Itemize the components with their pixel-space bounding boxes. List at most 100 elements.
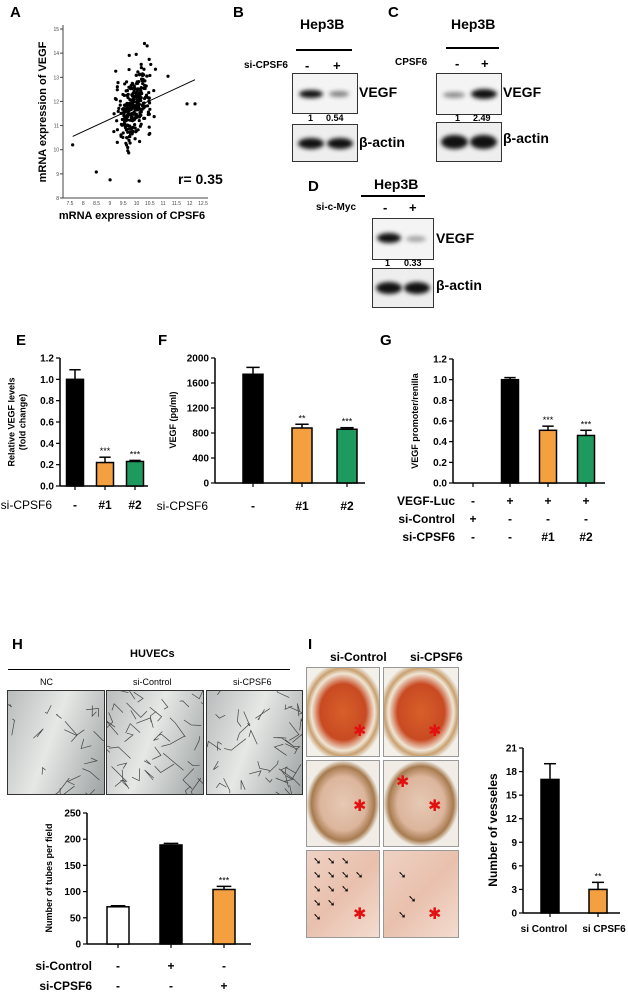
cam-image: ✱ [306,760,380,847]
x-tick-label: 11 [160,201,165,207]
treatment-label: CPSF6 [395,57,428,68]
data-point [116,109,120,113]
data-point [115,85,119,89]
bar [538,429,558,484]
divider [296,49,352,51]
x-tick-label: 8 [82,201,85,207]
divider [8,669,290,670]
y-tick-label: 12 [53,99,59,105]
data-point [125,114,129,118]
cell-line-label: Hep3B [451,16,496,32]
divider [361,195,425,197]
data-point [139,110,143,114]
target-label: VEGF [503,84,542,100]
data-point [127,151,131,155]
data-point [138,87,142,92]
y-tick-label: 2000 [187,354,210,365]
data-point [108,178,112,182]
data-point [131,129,135,134]
data-point [132,89,136,93]
condition-label: - [508,512,512,526]
condition-label: #1 [541,530,555,544]
arrow-icon: ➘ [408,894,417,905]
arrow-icon: ➘ [398,870,407,881]
data-point [143,86,147,91]
bar [291,427,313,484]
image-label: si-Control [133,677,172,687]
data-point [135,93,139,97]
data-point [134,130,138,134]
arrow-icon: ➘ [398,910,407,921]
bar [125,460,145,487]
row-label: si-CPSF6 [402,530,455,544]
y-tick-label: 0.2 [40,460,54,471]
bar [576,434,596,484]
data-point [148,131,152,136]
huvecs-title: HUVECs [130,648,175,660]
data-point [145,104,150,108]
data-point [147,91,151,95]
data-point [118,99,122,103]
y-tick-label: 8 [56,196,59,202]
data-point [135,89,139,93]
data-point [152,115,156,119]
data-point [134,73,138,77]
cam-image: ✱ [383,667,459,757]
y-axis-label: Number of vesseles [486,773,500,887]
y-tick-label: 0.4 [433,437,447,448]
data-point [122,93,126,98]
data-point [137,139,142,144]
data-point [115,88,119,92]
y-tick-label: 0.8 [433,396,447,407]
treatment-label: si-CPSF6 [244,60,288,71]
data-point [135,98,139,102]
cam-image: ✱ ✱ [383,760,459,847]
data-point [142,41,147,46]
data-point [141,82,145,86]
bar [336,428,358,484]
row-label: si-Control [35,959,92,973]
data-point [114,69,118,73]
y-tick-label: 0 [511,909,517,920]
condition-label: - [73,498,77,512]
data-point [193,102,197,106]
significance-label: *** [100,446,111,456]
data-point [115,140,119,144]
data-point [134,107,138,111]
star-marker-icon: ✱ [353,906,367,923]
star-marker-icon: ✱ [428,723,442,740]
image-label: si-CPSF6 [233,677,272,687]
arrow-icon: ➘ [313,884,322,895]
data-point [94,170,98,174]
data-point [127,134,132,138]
data-point [130,86,134,91]
control-label: β-actin [503,130,549,146]
panel-label-h: H [12,636,23,653]
data-point [125,88,130,93]
x-tick-label: 7.5 [67,201,74,207]
actin-blot [372,268,434,308]
quant-value: 1 [455,113,461,123]
y-tick-label: 0.0 [433,479,447,490]
data-point [131,100,136,104]
data-point [139,107,143,111]
y-tick-label: 9 [511,838,517,849]
significance-label: *** [219,875,230,885]
data-point [142,67,146,71]
data-point [148,107,152,111]
data-point [119,122,124,127]
data-point [126,130,130,134]
cell-line-label: Hep3B [300,16,345,32]
category-label: si Control [521,924,568,935]
data-point [129,84,133,88]
data-point [127,85,131,89]
control-label: β-actin [359,134,405,150]
y-tick-label: 1.0 [433,375,447,386]
y-tick-label: 0.8 [40,396,54,407]
treatment-label: si-c-Myc [316,202,357,213]
significance-label: ** [298,413,306,423]
significance-label: *** [581,419,592,429]
y-tick-label: 400 [192,454,209,465]
arrow-icon: ➘ [327,884,336,895]
data-point [130,94,135,98]
